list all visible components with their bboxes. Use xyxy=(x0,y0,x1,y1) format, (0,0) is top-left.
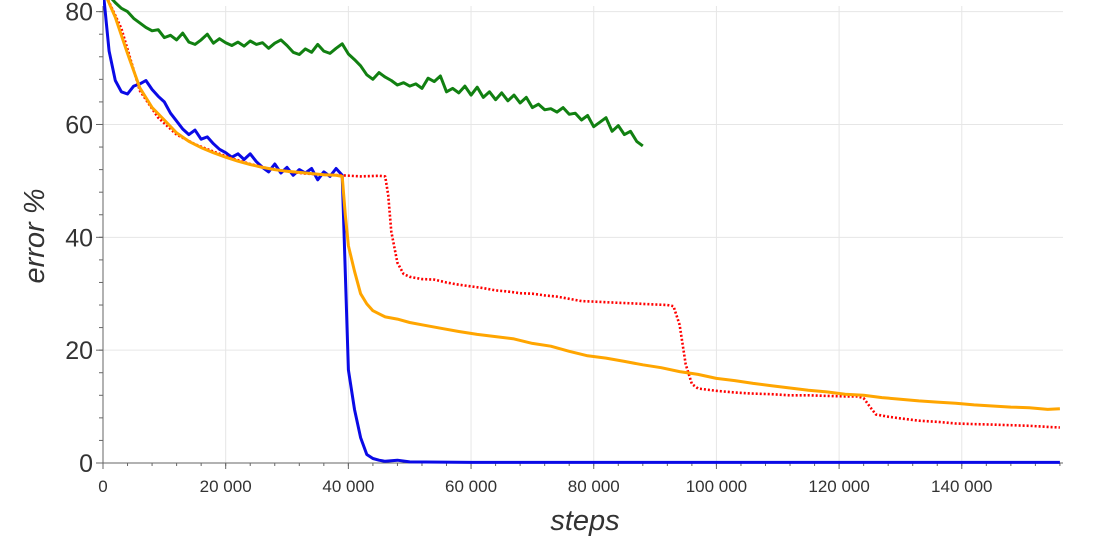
x-axis-title: steps xyxy=(550,505,619,537)
tick-labels: 0 20 000 40 000 60 000 80 000 100 000 120 000 1… xyxy=(65,0,992,496)
series-line-1 xyxy=(110,0,644,148)
y-tick-label: 60 xyxy=(65,111,93,139)
x-tick-label: 40 000 xyxy=(322,477,374,496)
y-tick-label: 80 xyxy=(65,0,93,27)
x-tick-label: 60 000 xyxy=(445,477,497,496)
x-tick-label: 0 xyxy=(98,477,107,496)
x-tick-label: 120 000 xyxy=(808,477,869,496)
x-tick-label: 140 000 xyxy=(931,477,992,496)
series-line-4 xyxy=(106,0,1060,411)
y-tick-label: 20 xyxy=(65,337,93,365)
x-tick-label: 80 000 xyxy=(568,477,620,496)
series-lines xyxy=(103,0,1060,464)
y-axis-title: error % xyxy=(19,188,51,283)
grid-lines xyxy=(103,6,1063,463)
series-line-3 xyxy=(106,0,1060,429)
x-tick-label: 100 000 xyxy=(686,477,747,496)
y-tick-label: 0 xyxy=(79,450,93,478)
series-line-2 xyxy=(103,0,1060,464)
x-tick-label: 20 000 xyxy=(200,477,252,496)
y-tick-label: 40 xyxy=(65,224,93,252)
